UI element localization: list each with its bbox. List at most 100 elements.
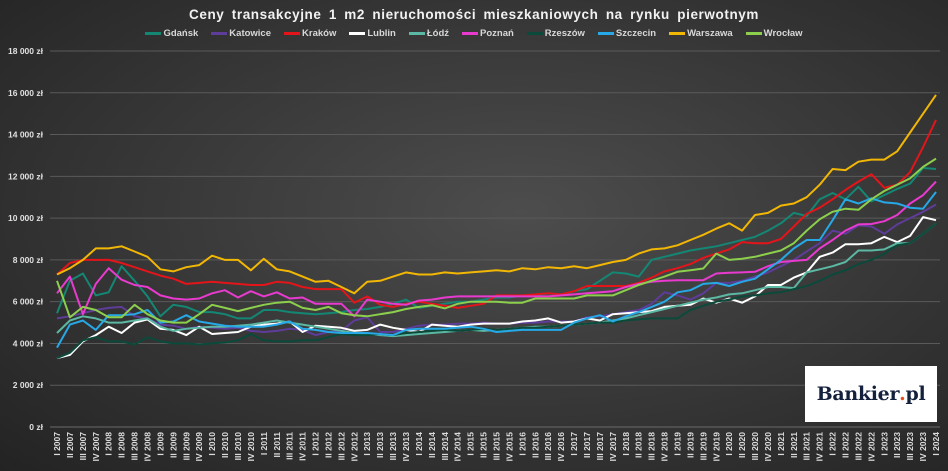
- y-tick-label: 2 000 zł: [13, 380, 44, 390]
- x-tick-label: III 2022: [853, 432, 863, 461]
- x-tick-label: II 2015: [479, 432, 489, 458]
- legend-label: Warszawa: [687, 28, 733, 39]
- x-tick-label: IV 2020: [763, 432, 773, 462]
- legend-label: Szczecin: [615, 28, 657, 39]
- x-tick-label: II 2009: [168, 432, 178, 458]
- x-tick-label: III 2016: [543, 432, 553, 461]
- x-tick-label: II 2016: [530, 432, 540, 458]
- logo-text: Bankier: [816, 383, 900, 405]
- x-tick-label: III 2010: [233, 432, 243, 461]
- x-tick-label: II 2011: [272, 432, 282, 458]
- legend-label: Wrocław: [763, 28, 803, 39]
- x-tick-label: IV 2009: [194, 432, 204, 462]
- x-tick-label: I 2009: [155, 432, 165, 456]
- x-tick-label: I 2013: [362, 432, 372, 456]
- legend-item: Rzeszów: [526, 28, 585, 39]
- legend-swatch: [526, 32, 543, 35]
- series-line-lublin: [56, 216, 937, 360]
- x-tick-label: II 2019: [685, 432, 695, 458]
- x-tick-label: III 2015: [492, 432, 502, 461]
- legend-swatch: [349, 32, 366, 35]
- x-tick-label: IV 2017: [608, 432, 618, 462]
- x-tick-label: IV 2015: [504, 432, 514, 462]
- y-tick-label: 18 000 zł: [8, 46, 44, 56]
- x-tick-label: I 2011: [259, 432, 269, 455]
- x-tick-label: IV 2008: [142, 432, 152, 462]
- x-tick-label: I 2016: [517, 432, 527, 456]
- x-tick-label: III 2018: [647, 432, 657, 461]
- x-tick-label: III 2020: [750, 432, 760, 461]
- x-tick-label: II 2022: [841, 432, 851, 458]
- x-tick-label: III 2014: [440, 432, 450, 461]
- series-line-łódź: [56, 222, 937, 338]
- legend-swatch: [597, 32, 614, 35]
- x-tick-label: IV 2014: [453, 432, 463, 462]
- legend-item: Katowice: [211, 28, 271, 39]
- x-axis-tick-labels: I 2007 II 2007 III 2007 IV 2007 I 2008 II 200…: [52, 432, 941, 462]
- x-tick-label: IV 2013: [401, 432, 411, 462]
- series-line-szczecin: [56, 191, 937, 349]
- chart-title: Ceny transakcyjne 1 m2 nieruchomości mie…: [188, 7, 760, 22]
- x-tick-label: IV 2019: [711, 432, 721, 462]
- x-tick-label: I 2024: [931, 432, 941, 456]
- x-tick-label: III 2012: [336, 432, 346, 461]
- legend-swatch: [462, 32, 479, 35]
- legend-item: Wrocław: [745, 28, 803, 39]
- legend-item: Gdańsk: [145, 28, 198, 39]
- x-tick-label: I 2018: [621, 432, 631, 456]
- legend-label: Gdańsk: [163, 28, 199, 39]
- x-tick-label: IV 2007: [91, 432, 101, 462]
- series-line-kraków: [56, 119, 937, 309]
- x-tick-label: I 2020: [724, 432, 734, 456]
- x-tick-label: IV 2016: [556, 432, 566, 462]
- x-tick-label: II 2020: [737, 432, 747, 458]
- x-tick-label: I 2023: [879, 432, 889, 456]
- x-tick-label: IV 2011: [298, 432, 308, 461]
- x-tick-label: IV 2022: [866, 432, 876, 462]
- x-tick-label: II 2012: [323, 432, 333, 458]
- legend-label: Lublin: [367, 28, 396, 39]
- x-tick-label: III 2011: [285, 432, 295, 460]
- y-tick-label: 10 000 zł: [8, 213, 44, 223]
- legend-item: Kraków: [284, 28, 336, 39]
- x-tick-label: II 2014: [427, 432, 437, 458]
- legend-swatch: [408, 32, 425, 35]
- x-tick-label: IV 2010: [246, 432, 256, 462]
- x-tick-label: III 2007: [78, 432, 88, 461]
- x-tick-label: I 2012: [311, 432, 321, 456]
- legend-item: Lublin: [349, 28, 396, 39]
- x-tick-label: III 2009: [181, 432, 191, 461]
- x-tick-label: IV 2021: [815, 432, 825, 462]
- series-line-rzeszów: [56, 222, 937, 360]
- legend-item: Poznań: [462, 28, 514, 39]
- x-tick-label: III 2023: [905, 432, 915, 461]
- y-tick-label: 16 000 zł: [8, 88, 44, 98]
- x-tick-label: II 2010: [220, 432, 230, 458]
- y-tick-label: 4 000 zł: [13, 338, 44, 348]
- x-tick-label: I 2007: [52, 432, 62, 456]
- legend-item: Łódź: [408, 28, 449, 39]
- x-tick-label: II 2013: [375, 432, 385, 458]
- x-tick-label: I 2015: [466, 432, 476, 456]
- x-tick-label: II 2023: [892, 432, 902, 458]
- legend-label: Kraków: [302, 28, 337, 39]
- x-tick-label: I 2014: [414, 432, 424, 456]
- x-tick-label: II 2021: [789, 432, 799, 458]
- series-line-wrocław: [56, 157, 937, 324]
- x-tick-label: IV 2018: [660, 432, 670, 462]
- x-tick-label: I 2021: [776, 432, 786, 456]
- x-tick-label: III 2021: [802, 432, 812, 461]
- legend-swatch: [745, 32, 762, 35]
- legend-swatch: [669, 32, 686, 35]
- series-line-poznań: [56, 180, 937, 318]
- series-line-warszawa: [56, 94, 937, 295]
- x-tick-label: II 2018: [634, 432, 644, 458]
- legend-label: Poznań: [480, 28, 514, 39]
- x-tick-label: I 2008: [104, 432, 114, 456]
- legend-swatch: [211, 32, 228, 35]
- y-tick-label: 8 000 zł: [13, 255, 44, 265]
- x-tick-label: I 2010: [207, 432, 217, 456]
- x-tick-label: II 2008: [117, 432, 127, 458]
- legend-item: Warszawa: [669, 28, 733, 39]
